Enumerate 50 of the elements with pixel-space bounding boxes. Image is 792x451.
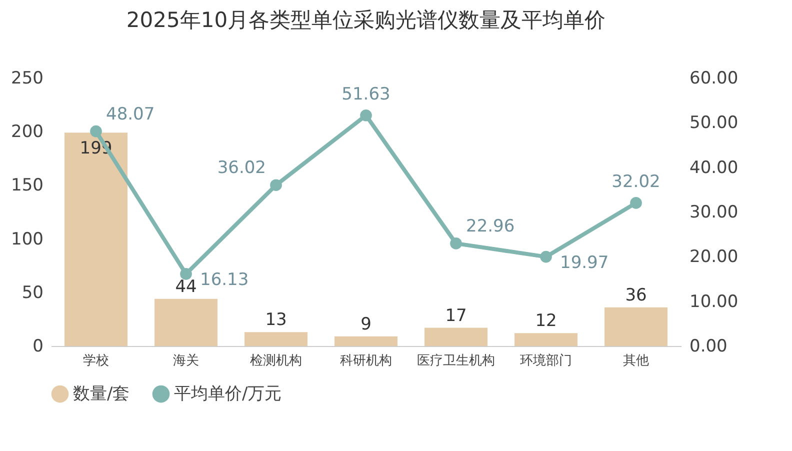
x-tick-label: 检测机构 xyxy=(250,354,302,368)
data-label: 17 xyxy=(445,306,467,326)
point xyxy=(540,250,552,263)
y2-tick-label: 50.00 xyxy=(690,113,738,134)
data-label: 22.96 xyxy=(466,216,515,236)
bar xyxy=(244,332,308,346)
data-label: 9 xyxy=(360,314,372,334)
point xyxy=(90,125,102,138)
y2-tick-label: 20.00 xyxy=(690,247,738,268)
data-label: 51.63 xyxy=(342,84,390,104)
x-tick-label: 其他 xyxy=(623,354,649,368)
bar xyxy=(424,328,488,346)
bar xyxy=(334,336,398,346)
y-tick-label: 0 xyxy=(32,336,44,356)
x-tick-label: 科研机构 xyxy=(340,354,392,368)
y2-tick-label: 30.00 xyxy=(690,202,738,222)
bar xyxy=(154,298,218,346)
y-tick-label: 100 xyxy=(11,229,44,250)
data-label: 36.02 xyxy=(217,158,266,178)
point xyxy=(630,197,642,209)
x-tick-label: 海关 xyxy=(173,354,199,368)
bar xyxy=(514,333,578,346)
y2-tick-label: 10.00 xyxy=(690,292,738,312)
y-tick-label: 150 xyxy=(11,176,44,196)
legend-label: 数量/套 xyxy=(73,384,130,404)
y-tick-label: 250 xyxy=(11,68,44,88)
y-tick-label: 200 xyxy=(11,122,44,142)
y2-tick-label: 0.00 xyxy=(690,336,728,356)
x-tick-label: 学校 xyxy=(83,354,109,368)
bar xyxy=(64,132,128,346)
data-label: 48.07 xyxy=(106,104,155,124)
data-label: 12 xyxy=(535,311,557,332)
point xyxy=(180,268,192,280)
data-label: 32.02 xyxy=(612,172,660,192)
data-label: 19.97 xyxy=(560,252,609,273)
legend-label: 平均单价/万元 xyxy=(174,384,282,404)
data-label: 16.13 xyxy=(200,270,249,290)
y2-tick-label: 40.00 xyxy=(690,158,738,178)
data-label: 13 xyxy=(265,310,287,330)
bar xyxy=(604,307,668,346)
chart-title: 2025年10月各类型单位采购光谱仪数量及平均单价 xyxy=(126,8,606,32)
y2-tick-label: 60.00 xyxy=(690,68,738,88)
x-tick-label: 环境部门 xyxy=(520,352,572,368)
data-label: 36 xyxy=(625,285,647,306)
x-tick-label: 医疗卫生机构 xyxy=(417,354,495,368)
point xyxy=(270,179,282,192)
y-tick-label: 50 xyxy=(22,282,44,303)
data-label: 44 xyxy=(175,276,197,297)
point xyxy=(450,238,462,250)
point xyxy=(360,109,372,122)
